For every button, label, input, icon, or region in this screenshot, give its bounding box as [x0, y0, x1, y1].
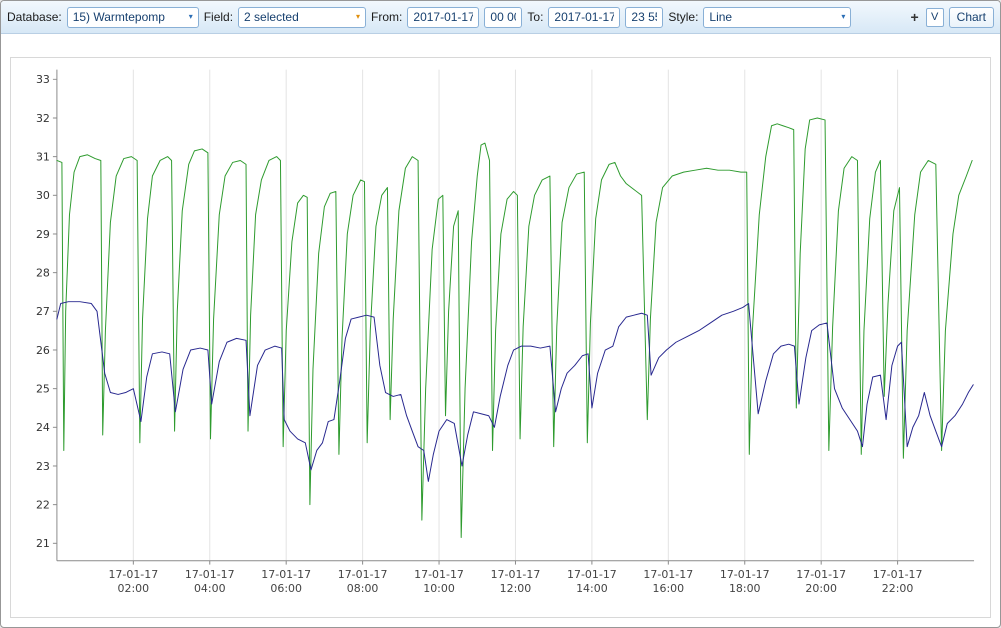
values-toggle-button[interactable]: V [925, 7, 944, 27]
database-select[interactable]: 15) Warmtepomp ▾ [66, 6, 199, 28]
svg-text:26: 26 [36, 344, 50, 357]
svg-text:22: 22 [36, 499, 50, 512]
style-select[interactable]: Line ▾ [703, 6, 852, 28]
field-select[interactable]: 2 selected ▾ [238, 6, 367, 28]
database-select-value: 15) Warmtepomp [72, 10, 165, 24]
chevron-down-icon: ▾ [841, 12, 846, 21]
add-button[interactable]: + [910, 9, 919, 25]
svg-text:24: 24 [36, 421, 50, 434]
svg-text:17-01-17: 17-01-17 [643, 568, 693, 581]
svg-text:17-01-17: 17-01-17 [414, 568, 464, 581]
svg-text:12:00: 12:00 [500, 582, 532, 595]
svg-text:31: 31 [36, 151, 50, 164]
svg-text:17-01-17: 17-01-17 [873, 568, 923, 581]
svg-text:17-01-17: 17-01-17 [491, 568, 541, 581]
to-date-input[interactable] [548, 6, 621, 28]
svg-text:16:00: 16:00 [653, 582, 685, 595]
svg-text:17-01-17: 17-01-17 [108, 568, 158, 581]
svg-text:30: 30 [36, 189, 50, 202]
svg-text:17-01-17: 17-01-17 [185, 568, 235, 581]
svg-text:04:00: 04:00 [194, 582, 226, 595]
style-select-value: Line [709, 10, 733, 24]
from-date-input[interactable] [407, 6, 480, 28]
svg-text:06:00: 06:00 [270, 582, 302, 595]
svg-text:28: 28 [36, 267, 50, 280]
svg-text:21: 21 [36, 537, 50, 550]
chart-panel: 17-01-17 02:00 17-01-17 04:00 17-01-17 06:00 1… [10, 57, 991, 618]
svg-text:17-01-17: 17-01-17 [261, 568, 311, 581]
to-time-input[interactable] [625, 6, 664, 28]
svg-text:14:00: 14:00 [576, 582, 608, 595]
toolbar: Database: 15) Warmtepomp ▾ Field: 2 sele… [1, 1, 1000, 34]
svg-text:20:00: 20:00 [805, 582, 837, 595]
field-label: Field: [203, 10, 234, 24]
svg-text:18:00: 18:00 [729, 582, 761, 595]
svg-text:17-01-17: 17-01-17 [720, 568, 770, 581]
svg-text:02:00: 02:00 [118, 582, 150, 595]
from-label: From: [371, 10, 403, 24]
chevron-down-icon: ▾ [356, 12, 361, 21]
field-select-value: 2 selected [244, 10, 299, 24]
svg-text:27: 27 [36, 305, 50, 318]
database-label: Database: [7, 10, 62, 24]
svg-text:25: 25 [36, 383, 50, 396]
svg-text:17-01-17: 17-01-17 [567, 568, 617, 581]
svg-text:32: 32 [36, 112, 50, 125]
svg-text:17-01-17: 17-01-17 [338, 568, 388, 581]
svg-text:17-01-17: 17-01-17 [796, 568, 846, 581]
svg-text:08:00: 08:00 [347, 582, 379, 595]
from-time-input[interactable] [484, 6, 523, 28]
svg-text:23: 23 [36, 460, 50, 473]
style-label: Style: [668, 10, 699, 24]
chart-button[interactable]: Chart [948, 6, 994, 28]
line-chart: 17-01-1702:0017-01-1704:0017-01-1706:001… [36, 69, 975, 595]
svg-text:10:00: 10:00 [423, 582, 455, 595]
svg-text:22:00: 22:00 [882, 582, 914, 595]
chevron-down-icon: ▾ [188, 12, 193, 21]
svg-text:29: 29 [36, 228, 50, 241]
to-label: To: [527, 10, 544, 24]
svg-text:33: 33 [36, 73, 50, 86]
